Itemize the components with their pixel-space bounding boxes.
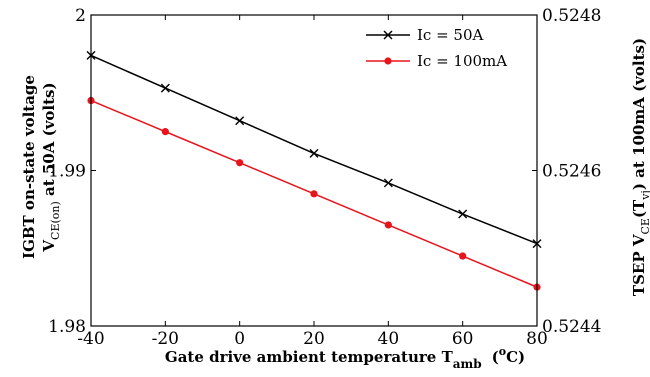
left-y-axis-label-rest: at 50A (volts) [40, 82, 58, 201]
x-tick-label: 20 [303, 329, 325, 349]
series-1-point [310, 190, 318, 198]
axis-ticks: -40 -20 0 20 40 60 80 1.98 1.99 2 0.5244 0.5246 0.52… [48, 6, 601, 349]
legend-label-ic-100ma: Ic = 100mA [417, 52, 507, 70]
series-0-point [383, 178, 393, 188]
x-axis-label-main: Gate drive ambient temperature T [165, 348, 454, 366]
x-axis-label-sub: amb [453, 357, 482, 371]
series-0-point [235, 116, 245, 126]
x-axis-label-unit-close: C) [506, 348, 525, 366]
x-axis-label-unit-sup: o [499, 345, 506, 358]
x-tick-label: 40 [378, 329, 400, 349]
left-y-tick-label: 2 [75, 6, 86, 26]
x-axis-label: Gate drive ambient temperature Tamb (oC) [165, 345, 525, 371]
series-0-point [309, 148, 319, 158]
series-1-point [459, 252, 467, 260]
left-y-axis-label-line1: IGBT on-state voltage [20, 75, 38, 259]
series-line-0 [90, 54, 538, 245]
left-y-tick-label: 1.98 [48, 317, 86, 337]
left-y-axis-label: IGBT on-state voltage VCE(on) at 50A (vo… [20, 75, 62, 259]
legend: Ic = 50A Ic = 100mA [366, 26, 507, 70]
x-tick-label: 0 [234, 329, 245, 349]
series-1-point [161, 128, 169, 136]
right-y-axis-label-sub2: vj [639, 190, 650, 201]
left-y-axis-label-v: V [40, 240, 58, 253]
plot-markers [86, 50, 542, 291]
plot-lines [90, 54, 538, 288]
right-y-tick-label: 0.5246 [542, 162, 601, 182]
series-0-point [160, 83, 170, 93]
right-y-axis-label: TSEP VCE(Tvj) at 100mA (volts) [630, 38, 650, 296]
right-y-axis-label-mid: (T [630, 199, 648, 218]
svg-text:IGBT on-state voltage: IGBT on-state voltage [20, 75, 38, 259]
right-y-axis-label-rest: ) at 100mA (volts) [630, 38, 648, 190]
svg-text:VCE(on) at 50A (volts): VCE(on) at 50A (volts) [40, 82, 62, 252]
right-y-tick-label: 0.5244 [542, 317, 601, 337]
series-1-point [236, 159, 244, 167]
x-tick-label: -20 [152, 329, 179, 349]
left-y-axis-label-sub: CE(on) [49, 201, 62, 240]
legend-marker-ic-50a [383, 30, 393, 40]
left-y-tick-label: 1.99 [48, 162, 86, 182]
x-tick-label: -40 [77, 329, 104, 349]
series-1-point [384, 221, 392, 229]
x-tick-label: 60 [452, 329, 474, 349]
right-y-tick-label: 0.5248 [542, 6, 601, 26]
right-y-axis-label-sub1: CE [639, 218, 650, 234]
svg-text:TSEP VCE(Tvj) at 100mA (volts): TSEP VCE(Tvj) at 100mA (volts) [630, 38, 650, 296]
series-0-point [458, 209, 468, 219]
legend-marker-ic-100ma [384, 57, 392, 65]
x-axis-label-unit-open: ( [492, 348, 499, 366]
x-tick-label: 80 [526, 329, 548, 349]
legend-label-ic-50a: Ic = 50A [417, 26, 484, 44]
right-y-axis-label-main: TSEP V [630, 234, 648, 296]
